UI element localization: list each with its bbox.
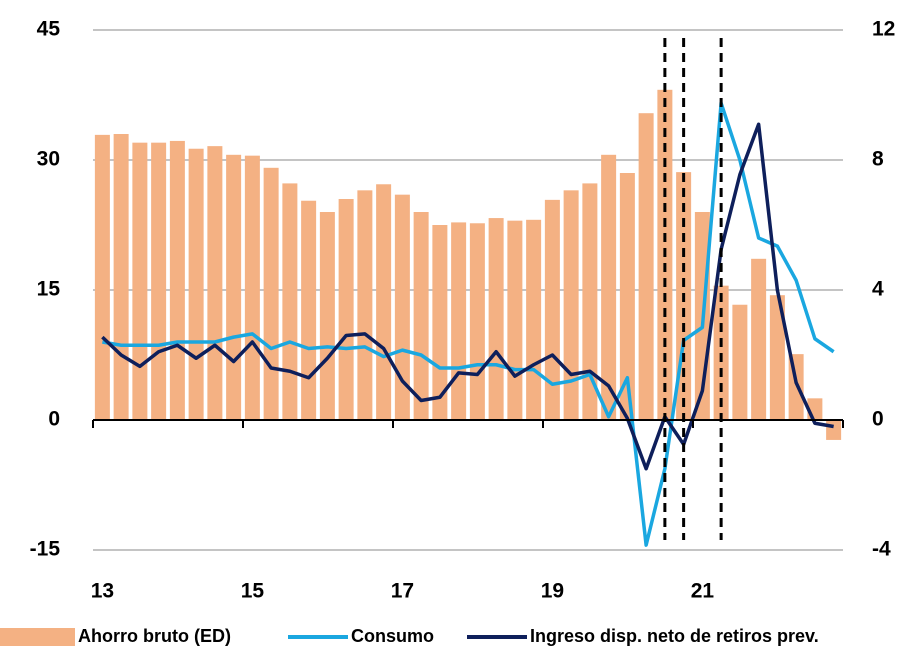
bar xyxy=(451,222,467,420)
x-tick-label: 15 xyxy=(241,580,265,603)
y2-tick-label: 4 xyxy=(872,278,884,301)
bar xyxy=(582,183,598,420)
bar xyxy=(394,194,410,420)
bar xyxy=(207,146,223,420)
bar xyxy=(544,199,560,420)
legend-swatch xyxy=(0,628,75,646)
bar xyxy=(376,184,392,420)
bar xyxy=(357,190,373,420)
bar xyxy=(169,140,185,420)
bar xyxy=(601,154,617,421)
bar xyxy=(507,220,523,420)
bar xyxy=(319,212,335,420)
y-tick-label: 15 xyxy=(37,278,61,301)
y-tick-label: -15 xyxy=(30,538,61,561)
legend-label: Ahorro bruto (ED) xyxy=(78,626,231,646)
bar xyxy=(113,134,129,420)
x-tick-label: 19 xyxy=(541,580,564,603)
bar xyxy=(94,134,110,420)
bar xyxy=(432,225,448,420)
bar xyxy=(469,223,485,420)
line xyxy=(101,122,834,471)
x-tick-label: 21 xyxy=(691,580,715,603)
bar xyxy=(619,173,635,420)
bar xyxy=(132,142,148,420)
legend-label: Consumo xyxy=(351,626,434,646)
bar xyxy=(151,142,167,420)
y2-tick-label: 8 xyxy=(872,148,884,171)
y2-tick-label: 0 xyxy=(872,408,884,431)
y-tick-label: 45 xyxy=(37,18,61,41)
bar xyxy=(263,167,279,420)
bar xyxy=(526,219,542,420)
x-tick-label: 17 xyxy=(391,580,414,603)
bar xyxy=(244,155,260,420)
y2-tick-label: -4 xyxy=(872,538,891,561)
bar xyxy=(488,218,504,420)
y2-tick-label: 12 xyxy=(872,18,895,41)
bar xyxy=(338,199,354,420)
line xyxy=(102,101,835,547)
bar xyxy=(751,258,767,420)
bar xyxy=(413,212,429,420)
bar xyxy=(826,420,842,440)
bar xyxy=(769,295,785,420)
x-tick-label: 13 xyxy=(91,580,114,603)
legend-label: Ingreso disp. neto de retiros prev. xyxy=(530,626,819,646)
bar xyxy=(226,154,242,421)
bar xyxy=(301,200,317,420)
bar xyxy=(282,183,298,420)
bar xyxy=(713,285,729,420)
y-tick-label: 30 xyxy=(37,148,60,171)
bar xyxy=(732,304,748,420)
y-tick-label: 0 xyxy=(48,408,60,431)
bar xyxy=(638,113,654,420)
bar xyxy=(188,148,204,420)
bar xyxy=(563,190,579,420)
